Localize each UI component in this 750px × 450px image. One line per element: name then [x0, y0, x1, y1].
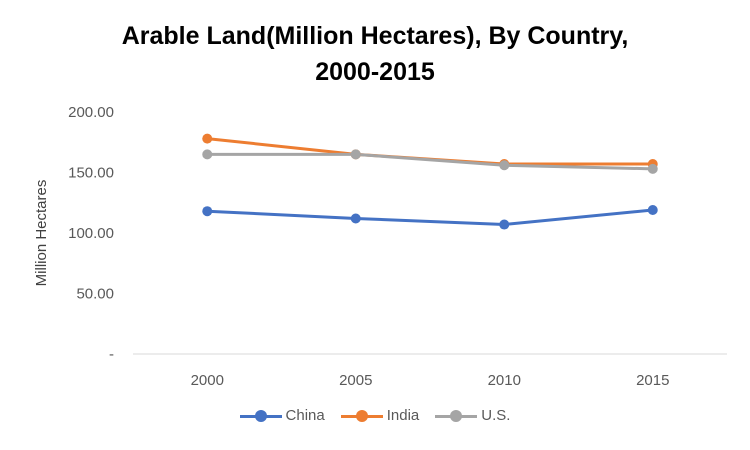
series-lines — [205, 137, 655, 227]
x-tick-label: 2005 — [339, 372, 372, 389]
y-axis-ticks: - 50.00 100.00 150.00 200.00 — [68, 104, 114, 363]
legend: China India U.S. — [0, 407, 750, 424]
data-point — [499, 160, 510, 171]
data-point — [202, 133, 213, 144]
y-tick-label: 200.00 — [68, 104, 114, 121]
x-axis-ticks: 2000 2005 2010 2015 — [191, 372, 670, 389]
legend-item: U.S. — [435, 407, 510, 424]
y-tick-label: 150.00 — [68, 165, 114, 182]
data-point — [350, 213, 361, 224]
x-tick-label: 2000 — [191, 372, 224, 389]
y-tick-label: 50.00 — [76, 286, 114, 303]
legend-label: China — [285, 407, 325, 424]
y-tick-label: - — [109, 346, 114, 363]
legend-item: India — [340, 407, 420, 424]
series-points — [202, 133, 658, 230]
legend-swatch — [435, 409, 478, 423]
data-point — [202, 149, 213, 160]
legend-swatch — [239, 409, 282, 423]
data-point — [647, 163, 658, 174]
chart-title-line-2: 2000-2015 — [315, 58, 435, 86]
legend-swatch — [340, 409, 383, 423]
x-tick-label: 2015 — [636, 372, 669, 389]
data-point — [499, 219, 510, 230]
series-line — [205, 208, 655, 227]
chart-title-line-1: Arable Land(Million Hectares), By Countr… — [121, 22, 629, 50]
y-tick-label: 100.00 — [68, 225, 114, 242]
data-point — [350, 149, 361, 160]
legend-label: U.S. — [481, 407, 511, 424]
y-axis-title: Million Hectares — [33, 180, 50, 287]
chart-title: Arable Land(Million Hectares), By Countr… — [0, 18, 750, 90]
x-tick-label: 2010 — [488, 372, 521, 389]
data-point — [202, 206, 213, 217]
data-point — [647, 205, 658, 216]
legend-label: India — [386, 407, 420, 424]
series-line — [205, 152, 655, 171]
legend-item: China — [239, 407, 325, 424]
